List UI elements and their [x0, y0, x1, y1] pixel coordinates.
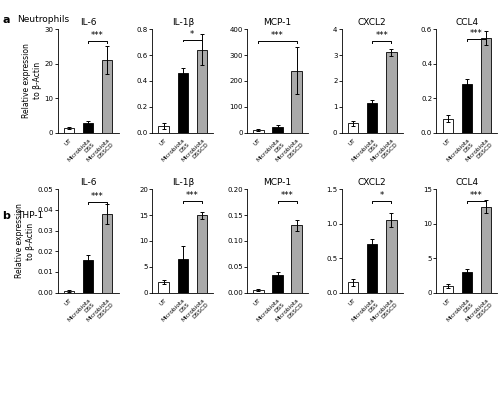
Bar — [442, 119, 453, 133]
Bar — [481, 38, 492, 133]
Text: ***: *** — [271, 31, 284, 40]
Title: IL-1β: IL-1β — [172, 18, 194, 27]
Text: Microbiota
DSSCD: Microbiota DSSCD — [464, 298, 494, 327]
Bar — [272, 275, 283, 293]
Title: CCL4: CCL4 — [456, 178, 478, 187]
Text: UT: UT — [158, 138, 167, 147]
Bar — [386, 53, 396, 133]
Text: *: * — [380, 191, 384, 200]
Bar — [64, 128, 74, 133]
Text: Microbiota
DSS: Microbiota DSS — [256, 138, 285, 167]
Text: Microbiota
DSS: Microbiota DSS — [350, 298, 380, 327]
Bar — [64, 291, 74, 293]
Text: Microbiota
DSS: Microbiota DSS — [161, 298, 190, 327]
Bar — [386, 220, 396, 293]
Text: Microbiota
DSS: Microbiota DSS — [66, 138, 96, 167]
Bar — [348, 123, 358, 133]
Text: UT: UT — [348, 138, 356, 147]
Text: UT: UT — [442, 298, 452, 307]
Bar — [102, 60, 113, 133]
Text: ***: *** — [376, 31, 388, 40]
Bar — [367, 245, 378, 293]
Title: CCL4: CCL4 — [456, 18, 478, 27]
Text: Microbiota
DSSCD: Microbiota DSSCD — [86, 138, 115, 167]
Text: Microbiota
DSS: Microbiota DSS — [445, 298, 474, 327]
Text: ***: *** — [91, 31, 104, 41]
Y-axis label: Relative expression
to β-Actin: Relative expression to β-Actin — [16, 204, 35, 278]
Bar — [442, 286, 453, 293]
Text: Microbiota
DSS: Microbiota DSS — [445, 138, 474, 167]
Text: Microbiota
DSSCD: Microbiota DSSCD — [180, 298, 210, 327]
Bar — [83, 260, 94, 293]
Text: UT: UT — [158, 298, 167, 307]
Title: CXCL2: CXCL2 — [358, 18, 386, 27]
Text: Microbiota
DSSCD: Microbiota DSSCD — [370, 138, 399, 167]
Text: Microbiota
DSSCD: Microbiota DSSCD — [86, 298, 115, 327]
Text: Microbiota
DSSCD: Microbiota DSSCD — [180, 138, 210, 167]
Title: IL-6: IL-6 — [80, 18, 96, 27]
Text: ***: *** — [280, 191, 293, 200]
Text: ***: *** — [186, 191, 198, 200]
Text: THP-1: THP-1 — [18, 211, 44, 220]
Text: Neutrophils: Neutrophils — [18, 15, 70, 24]
Bar — [196, 215, 207, 293]
Text: Microbiota
DSSCD: Microbiota DSSCD — [275, 138, 304, 167]
Text: Microbiota
DSSCD: Microbiota DSSCD — [370, 298, 399, 327]
Bar — [272, 127, 283, 133]
Text: UT: UT — [64, 138, 72, 147]
Bar — [158, 126, 169, 133]
Text: Microbiota
DSS: Microbiota DSS — [66, 298, 96, 327]
Y-axis label: Relative expression
to β-Actin: Relative expression to β-Actin — [22, 43, 42, 118]
Text: UT: UT — [348, 298, 356, 307]
Title: CXCL2: CXCL2 — [358, 178, 386, 187]
Text: Microbiota
DSS: Microbiota DSS — [350, 138, 380, 167]
Bar — [178, 73, 188, 133]
Text: *: * — [190, 30, 194, 39]
Bar — [367, 103, 378, 133]
Text: Microbiota
DSS: Microbiota DSS — [256, 298, 285, 327]
Bar — [158, 282, 169, 293]
Text: UT: UT — [442, 138, 452, 147]
Bar — [253, 130, 264, 133]
Bar — [178, 259, 188, 293]
Text: UT: UT — [253, 138, 262, 147]
Bar — [196, 50, 207, 133]
Bar — [83, 123, 94, 133]
Bar — [292, 225, 302, 293]
Text: UT: UT — [253, 298, 262, 307]
Text: Microbiota
DSS: Microbiota DSS — [161, 138, 190, 167]
Title: IL-6: IL-6 — [80, 178, 96, 187]
Bar — [253, 290, 264, 293]
Text: ***: *** — [470, 191, 483, 200]
Text: ***: *** — [470, 29, 483, 38]
Bar — [348, 282, 358, 293]
Text: a: a — [2, 15, 10, 25]
Text: b: b — [2, 211, 10, 221]
Text: Microbiota
DSSCD: Microbiota DSSCD — [464, 138, 494, 167]
Title: IL-1β: IL-1β — [172, 178, 194, 187]
Bar — [292, 71, 302, 133]
Bar — [462, 84, 472, 133]
Text: Microbiota
DSSCD: Microbiota DSSCD — [275, 298, 304, 327]
Text: ***: *** — [91, 192, 104, 201]
Title: MCP-1: MCP-1 — [264, 178, 291, 187]
Bar — [481, 206, 492, 293]
Title: MCP-1: MCP-1 — [264, 18, 291, 27]
Bar — [102, 214, 113, 293]
Bar — [462, 272, 472, 293]
Text: UT: UT — [64, 298, 72, 307]
